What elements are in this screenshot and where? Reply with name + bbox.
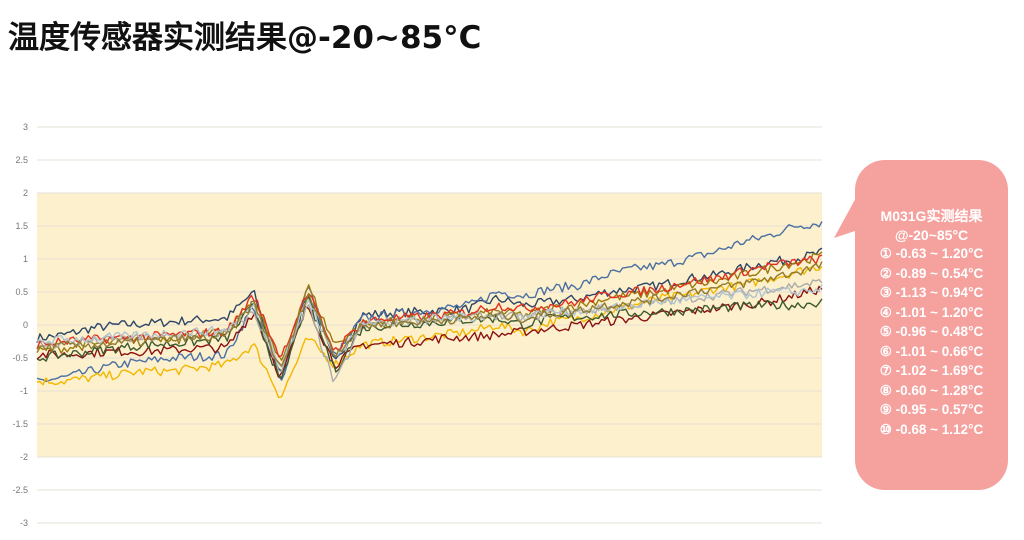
callout-row: ⑧ -0.60 ~ 1.28°C xyxy=(879,382,984,398)
y-tick-label: 2 xyxy=(23,188,28,198)
callout-row: ① -0.63 ~ 1.20°C xyxy=(879,246,984,261)
y-tick-label: 3 xyxy=(23,122,28,132)
y-tick-label: -1.5 xyxy=(12,419,28,429)
y-tick-label: -3 xyxy=(20,518,28,528)
series-line-10 xyxy=(36,261,823,367)
series-line-1 xyxy=(36,247,823,372)
y-tick-label: 0 xyxy=(23,320,28,330)
callout-row: ⑨ -0.95 ~ 0.57°C xyxy=(879,402,984,417)
result-callout: M031G实测结果 @-20~85°C ① -0.63 ~ 1.20°C ② -0… xyxy=(855,160,1008,490)
series-line-5 xyxy=(36,251,823,361)
series-line-2 xyxy=(36,221,823,383)
callout-row: ④ -1.01 ~ 1.20°C xyxy=(879,304,984,320)
y-tick-label: 1.5 xyxy=(15,221,28,231)
callout-row: ⑥ -1.01 ~ 0.66°C xyxy=(879,343,984,359)
y-tick-label: 2.5 xyxy=(15,155,28,165)
series-line-6 xyxy=(36,296,823,379)
y-tick-label: -0.5 xyxy=(12,353,28,363)
y-tick-label: -1 xyxy=(20,386,28,396)
callout-row: ② -0.89 ~ 0.54°C xyxy=(879,265,984,281)
callout-row: ⑤ -0.96 ~ 0.48°C xyxy=(879,324,984,339)
callout-row: ⑦ -1.02 ~ 1.69°C xyxy=(879,363,984,378)
y-tick-label: 0.5 xyxy=(15,287,28,297)
callout-title: M031G实测结果 xyxy=(880,208,983,224)
callout-row: ⑩ -0.68 ~ 1.12°C xyxy=(879,421,984,437)
y-tick-label: -2.5 xyxy=(12,485,28,495)
y-tick-label: 1 xyxy=(23,254,28,264)
callout-subtitle: @-20~85°C xyxy=(894,227,969,243)
page-title: 温度传感器实测结果@-20~85°C xyxy=(8,20,482,56)
y-tick-label: -2 xyxy=(20,452,28,462)
callout-row: ③ -1.13 ~ 0.94°C xyxy=(879,285,984,300)
series-line-9 xyxy=(36,284,823,368)
